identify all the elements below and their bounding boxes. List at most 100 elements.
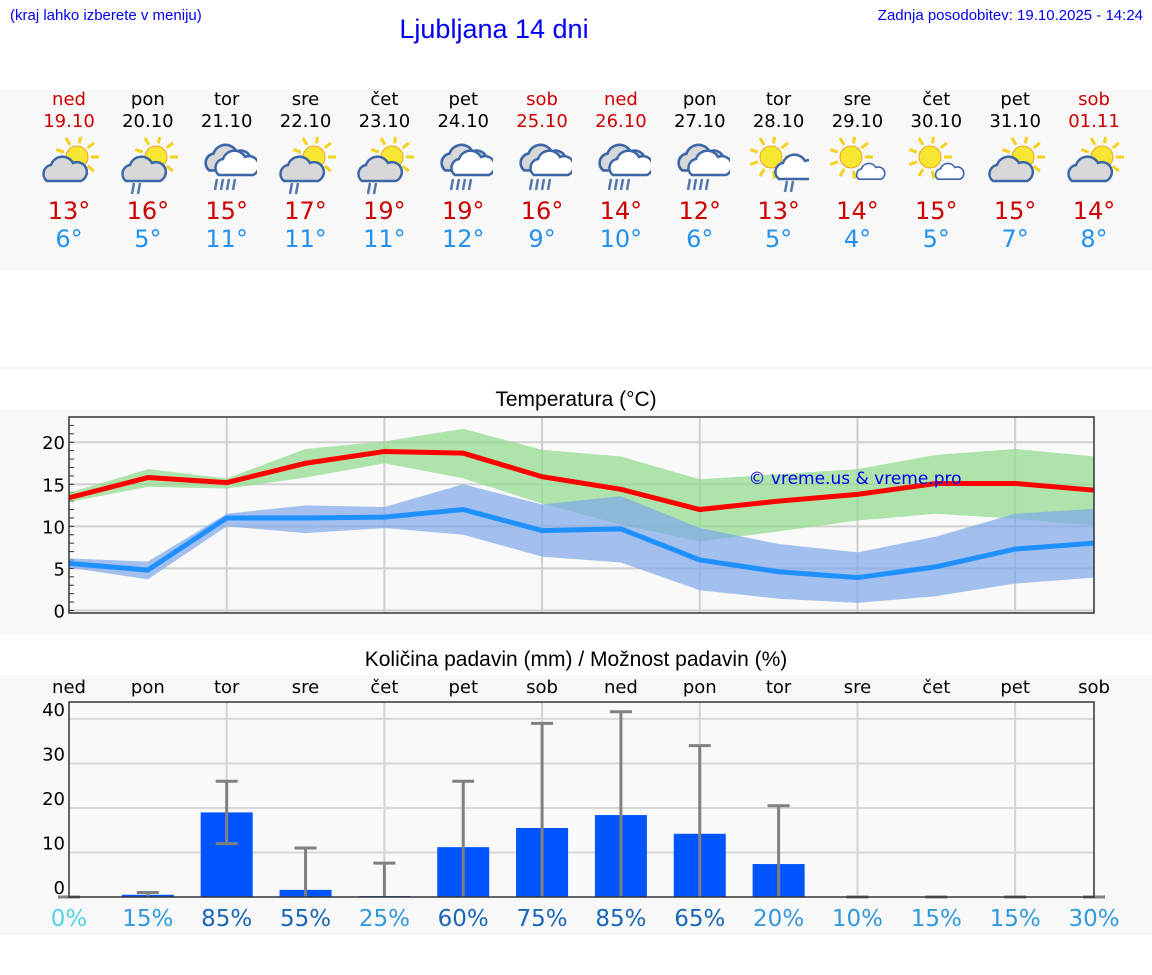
max-temperature-line	[68, 448, 1095, 513]
day-name: sre	[291, 89, 320, 110]
y-tick-label: 20	[42, 789, 65, 810]
partly-cloudy-icon	[975, 135, 1055, 195]
day-date: 31.10	[989, 111, 1041, 132]
min-temperature: 9°	[528, 225, 556, 253]
partly-cloudy-icon	[29, 135, 109, 195]
partly-cloudy-rain-icon	[108, 135, 188, 195]
precipitation-probability: 30%	[1068, 906, 1119, 932]
max-temperature: 14°	[836, 197, 879, 225]
day-date: 23.10	[358, 111, 411, 132]
day-date: 29.10	[831, 111, 884, 132]
x-category-label: sob	[526, 677, 558, 698]
min-temperature: 11°	[363, 225, 406, 253]
day-name: pet	[448, 89, 478, 110]
day-name: sre	[843, 89, 872, 110]
day-name: pon	[682, 89, 717, 110]
x-category-label: ned	[604, 677, 638, 698]
day-date: 30.10	[910, 111, 963, 132]
partly-cloudy-rain-icon	[266, 135, 346, 195]
y-tick-label: 5	[54, 559, 65, 580]
day-date: 21.10	[200, 111, 253, 132]
day-date: 19.10	[43, 111, 95, 132]
mostly-sunny-icon	[817, 135, 897, 195]
min-temperature: 11°	[205, 225, 248, 253]
day-name: čet	[922, 89, 951, 110]
day-date: 28.10	[752, 111, 805, 132]
max-temperature: 17°	[284, 197, 327, 225]
precipitation-probability: 25%	[359, 906, 410, 932]
partly-cloudy-rain-icon	[344, 135, 424, 195]
x-category-label: ned	[52, 677, 86, 698]
temperature-chart-title: Temperatura (°C)	[495, 388, 657, 411]
min-temperature: 6°	[55, 225, 83, 253]
last-updated: Zadnja posodobitev: 19.10.2025 - 14:24	[877, 7, 1143, 24]
min-temperature: 6°	[686, 225, 714, 253]
watermark: © vreme.us & vreme.pro	[748, 469, 961, 489]
day-name: čet	[370, 89, 399, 110]
cloudy-rain-icon	[660, 137, 740, 195]
day-name: ned	[52, 89, 86, 110]
day-date: 26.10	[595, 111, 647, 132]
y-tick-label: 10	[42, 833, 65, 854]
precipitation-probability: 0%	[51, 906, 88, 932]
min-temperature: 5°	[764, 225, 793, 253]
max-temperature: 16°	[126, 197, 170, 225]
partly-cloudy-icon	[1054, 135, 1134, 195]
x-category-label: pet	[448, 677, 478, 698]
plot-border	[68, 416, 1095, 614]
max-temperature: 19°	[441, 197, 485, 225]
min-temperature-line	[68, 507, 1095, 581]
x-category-label: sob	[1078, 677, 1110, 698]
x-category-label: pon	[131, 677, 165, 698]
precipitation-probability: 15%	[990, 906, 1041, 932]
precipitation-probability: 75%	[517, 906, 568, 932]
cloudy-rain-icon	[423, 137, 503, 195]
x-category-label: čet	[922, 677, 950, 698]
day-date: 01.11	[1068, 111, 1120, 132]
min-temperature: 11°	[284, 225, 327, 253]
day-date: 22.10	[279, 111, 332, 132]
y-tick-label: 20	[42, 433, 65, 454]
precipitation-probability: 85%	[201, 906, 252, 932]
max-temperature: 14°	[1072, 197, 1116, 225]
cloudy-rain-icon	[502, 137, 582, 195]
precipitation-probability: 10%	[832, 906, 883, 932]
precipitation-probability: 55%	[280, 906, 331, 932]
divider	[0, 366, 1152, 370]
y-tick-label: 0	[54, 878, 65, 899]
min-range-band	[69, 484, 1094, 603]
max-temperature: 15°	[915, 197, 958, 225]
max-temperature: 13°	[757, 197, 800, 225]
day-name: tor	[765, 89, 792, 110]
menu-hint: (kraj lahko izberete v meniju)	[10, 7, 202, 24]
max-temperature: 12°	[678, 197, 722, 225]
max-temperature: 19°	[363, 197, 406, 225]
day-name: pon	[130, 89, 165, 110]
day-date: 25.10	[516, 111, 568, 132]
y-tick-label: 15	[42, 475, 65, 496]
max-temperature: 15°	[993, 197, 1037, 225]
page-title: Ljubljana 14 dni	[399, 14, 589, 44]
precipitation-probability: 15%	[911, 906, 962, 932]
min-temperature: 12°	[441, 225, 485, 253]
x-category-label: sre	[844, 677, 871, 698]
x-category-label: tor	[766, 677, 792, 698]
min-temperature: 10°	[599, 225, 643, 253]
day-date: 27.10	[674, 111, 726, 132]
precipitation-probability: 85%	[595, 906, 646, 932]
day-name: sob	[1078, 89, 1110, 110]
y-tick-label: 30	[42, 744, 65, 765]
precipitation-chart-title: Količina padavin (mm) / Možnost padavin …	[364, 648, 788, 671]
day-date: 20.10	[122, 111, 174, 132]
day-date: 24.10	[437, 111, 489, 132]
cloudy-rain-icon	[187, 137, 267, 195]
x-category-label: sre	[292, 677, 319, 698]
plot-border	[68, 701, 1095, 898]
x-category-label: pon	[683, 677, 717, 698]
precipitation-probability: 60%	[438, 906, 489, 932]
sun-showers-icon	[739, 135, 820, 195]
min-temperature: 8°	[1080, 225, 1108, 253]
day-name: pet	[1000, 89, 1030, 110]
